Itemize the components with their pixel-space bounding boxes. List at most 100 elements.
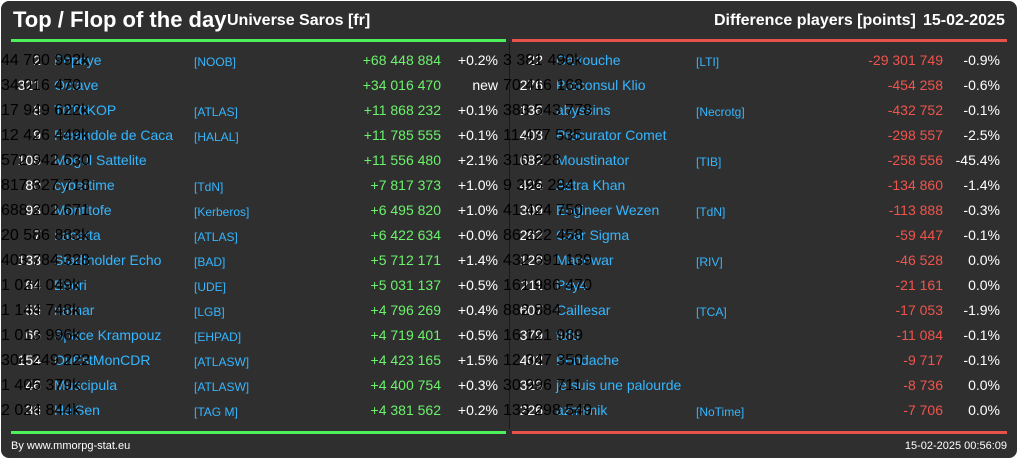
top-row: 36 HeiSen [TAG M] 2 024 844k +4 381 562 +0.2% [1,398,508,423]
player-points: 86 222 458 [503,227,584,244]
rank: 226 [519,402,543,418]
player-name[interactable]: azmimik [556,402,608,418]
player-name[interactable]: Popeye [54,52,102,68]
player-points: 12 347 350 [503,352,584,369]
percent-change: +1.4% [457,252,498,268]
points-difference: -59 447 [895,227,943,243]
rank: 321 [17,77,41,93]
flop-section-bottom-bar [512,431,1007,434]
player-name[interactable]: Caillesar [556,302,611,318]
percent-change: +0.1% [457,127,498,143]
alliance-tag[interactable]: [ATLASW] [194,355,250,369]
alliance-tag[interactable]: [NoTime] [696,405,745,419]
rank: 607 [519,302,543,318]
rank: 309 [519,202,543,218]
alliance-tag[interactable]: [LTI] [696,55,720,69]
alliance-tag[interactable]: [NOOB] [194,55,237,69]
alliance-tag[interactable]: [Kerberos] [194,205,250,219]
player-name[interactable]: Farandole de Caca [54,127,174,143]
alliance-tag[interactable]: [RIV] [696,255,723,269]
player-name[interactable]: T0T0KOP [54,102,117,118]
alliance-tag[interactable]: [TdN] [696,205,726,219]
points-difference: -46 528 [895,252,943,268]
player-name[interactable]: Mogul Sattelite [54,152,147,168]
percent-change: -45.4% [955,152,1000,168]
player-name[interactable]: Stadtholder Echo [54,252,162,268]
player-name[interactable]: Moustinator [556,152,630,168]
percent-change: +2.1% [457,152,498,168]
player-name[interactable]: abyssins [556,102,611,118]
player-name[interactable]: Muscipula [54,377,118,393]
points-difference: +4 400 754 [370,377,441,393]
player-name[interactable]: Proconsul Klio [556,77,646,93]
player-points: 41 424 750 [503,202,584,219]
player-points: 30 996 711 [503,377,582,394]
points-difference: +11 785 555 [363,127,441,143]
player-name[interactable]: Ehori [54,277,87,293]
rank: 55 [25,302,41,318]
alliance-tag[interactable]: [TIB] [696,155,722,169]
player-name[interactable]: Astra Khan [556,177,626,193]
player-name[interactable]: cybertime [54,177,115,193]
player-name[interactable]: Czar Sigma [556,227,630,243]
player-name[interactable]: Procurator Comet [556,127,667,143]
percent-change: -0.3% [963,202,1000,218]
points-difference: +11 868 232 [363,102,441,118]
player-name[interactable]: fufu [556,327,580,343]
player-name[interactable]: Manowar [556,252,614,268]
flop-row: 379 fufu 16 121 989 -11 084 -0.1% [503,323,1010,348]
player-points: 1 013 996k [1,327,81,344]
flop-row: 211 Psy4 161 986 470 -21 161 0.0% [503,273,1010,298]
player-points: 572 942 630 [1,152,90,169]
player-name[interactable]: je suis une palourde [556,377,682,393]
top-row: 93 Montitofe [Kerberos] 688 202 671 +6 495 8… [1,198,508,223]
alliance-tag[interactable]: [HALAL] [194,130,239,144]
player-name[interactable]: Octave [54,77,99,93]
rank: 128 [519,252,543,268]
points-difference: +4 423 165 [370,352,441,368]
alliance-tag[interactable]: [TAG M] [194,405,238,419]
percent-change: -1.4% [963,177,1000,193]
top-row: 9 Farandole de Caca [HALAL] 12 426 449k +11 … [1,123,508,148]
points-difference: +6 422 634 [370,227,441,243]
percent-change: 0.0% [968,377,1000,393]
player-name[interactable]: Cartouche [556,52,621,68]
alliance-tag[interactable]: [LGB] [194,305,225,319]
player-points: 17 949 622k [1,102,90,119]
alliance-tag[interactable]: [TCA] [696,305,727,319]
player-name[interactable]: Engineer Wezen [556,202,660,218]
alliance-tag[interactable]: [TdN] [194,180,224,194]
percent-change: new [472,77,498,93]
player-points: 12 426 449k [1,127,90,144]
player-points: 3 381 490k [503,52,583,69]
alliance-tag[interactable]: [UDE] [194,280,227,294]
flop-row: 276 Proconsul Klio 70 416 168 -454 258 -0.6% [503,73,1010,98]
alliance-tag[interactable]: [ATLAS] [194,105,238,119]
metric-label: Difference players [points] [714,12,916,29]
alliance-tag[interactable]: [ATLAS] [194,230,238,244]
player-points: 9 396 284 [503,177,575,194]
player-name[interactable]: OuEstMonCDR [54,352,151,368]
player-name[interactable]: HeiSen [54,402,100,418]
alliance-tag[interactable]: [BAD] [194,255,226,269]
alliance-tag[interactable]: [ATLASW] [194,380,250,394]
points-difference: +6 495 820 [370,202,441,218]
player-points: 34 016 470 [1,77,82,94]
player-name[interactable]: Bendache [556,352,620,368]
points-difference: -21 161 [895,277,943,293]
points-difference: -432 752 [887,102,943,118]
rank: 65 [25,327,41,343]
alliance-tag[interactable]: [EHPAD] [194,330,242,344]
player-name[interactable]: Montitofe [54,202,112,218]
points-difference: -11 084 [896,327,943,343]
alliance-tag[interactable]: [Necrotg] [696,105,745,119]
flop-list: 22 Cartouche [LTI] 3 381 490k -29 301 749 -0.… [503,48,1010,423]
player-name[interactable]: narnar [54,302,95,318]
player-name[interactable]: Lacerta [54,227,101,243]
player-name[interactable]: Space Krampouz [54,327,162,343]
player-points: 1 024 049k [1,277,81,294]
flop-row: 408 Procurator Comet 11 477 535 -298 557 -2.… [503,123,1010,148]
top-section-bottom-bar [11,431,506,434]
percent-change: +1.0% [457,202,498,218]
player-name[interactable]: Psy4 [556,277,588,293]
